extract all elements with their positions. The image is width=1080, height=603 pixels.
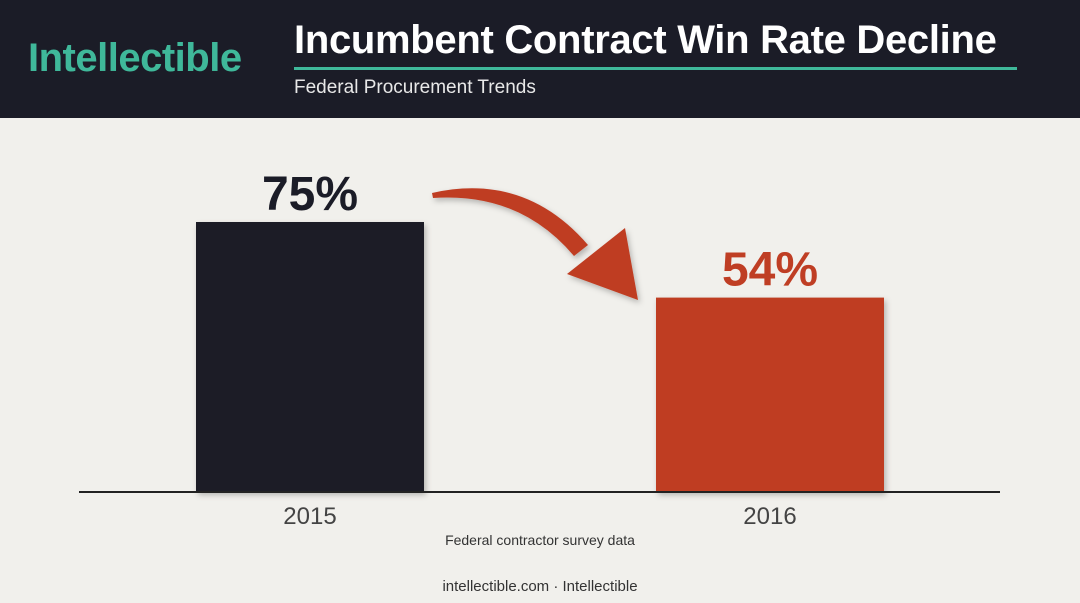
header-banner: Intellectible Incumbent Contract Win Rat… — [0, 0, 1080, 118]
title-underline — [294, 67, 1017, 70]
source-note: Federal contractor survey data — [445, 532, 635, 548]
tick-label-2016: 2016 — [743, 503, 796, 530]
decline-arrow-icon — [432, 188, 638, 300]
brand-logo: Intellectible — [28, 36, 242, 80]
chart-title: Incumbent Contract Win Rate Decline — [294, 18, 997, 62]
value-label-2016: 54% — [722, 244, 818, 297]
footer-credit: intellectible.com · Intellectible — [442, 578, 638, 595]
chart-subtitle: Federal Procurement Trends — [294, 77, 536, 98]
tick-label-2015: 2015 — [283, 503, 336, 530]
bar-2015 — [196, 222, 424, 492]
bar-2016 — [656, 297, 884, 492]
value-label-2015: 75% — [262, 168, 358, 221]
